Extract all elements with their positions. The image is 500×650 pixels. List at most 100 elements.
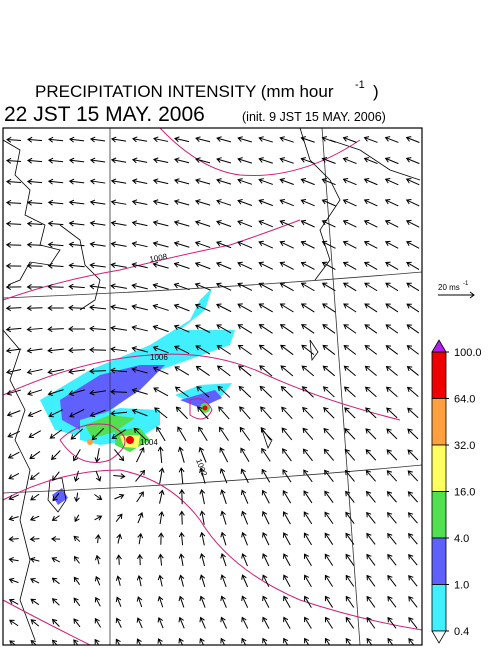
wind-vector: [52, 493, 60, 502]
wind-vector: [68, 241, 85, 248]
wind-vector: [217, 385, 231, 398]
wind-vector: [237, 282, 253, 291]
wind-vector: [178, 574, 185, 587]
wind-vector: [110, 388, 128, 395]
wind-vector: [95, 554, 101, 565]
wind-vector: [321, 157, 336, 164]
precipitation: [40, 288, 235, 505]
wind-vector: [220, 489, 227, 505]
wind-vector: [48, 409, 64, 418]
wind-vector: [387, 637, 394, 645]
wind-vector: [216, 136, 232, 143]
wind-vector: [262, 532, 270, 546]
wind-vector: [26, 284, 43, 290]
wind-vector: [47, 157, 64, 164]
wind-vector: [258, 324, 273, 334]
wind-vector: [344, 407, 356, 419]
wind-vector: [259, 365, 273, 377]
wind-vector: [258, 157, 273, 164]
wind-vector: [240, 447, 250, 462]
wind-vector: [110, 410, 128, 417]
wind-vector: [30, 578, 40, 584]
wind-vector: [131, 178, 148, 185]
coastlines: [3, 128, 421, 641]
wind-vector: [28, 430, 42, 438]
wind-vector: [198, 446, 207, 463]
wind-vector: [131, 241, 148, 248]
wind-vector: [89, 368, 107, 375]
wind-vector: [114, 449, 125, 462]
wind-vector: [300, 303, 315, 313]
wind-vector: [173, 178, 190, 185]
wind-vector: [5, 347, 22, 354]
wind-vector: [407, 407, 419, 419]
wind-vector: [136, 574, 143, 587]
wind-vector: [178, 637, 184, 645]
wind-vector: [281, 427, 293, 441]
wind-vector: [91, 427, 105, 441]
precip-blue: [60, 365, 165, 430]
wind-vector: [131, 346, 148, 353]
wind-vector: [344, 448, 356, 461]
wind-vector: [156, 426, 166, 442]
colorbar-label: 1.0: [454, 580, 469, 592]
wind-vector: [283, 595, 291, 608]
wind-vector: [406, 365, 419, 376]
wind-vector: [89, 389, 106, 396]
wind-vector: [241, 595, 249, 608]
wind-vector: [324, 595, 333, 608]
wind-vector: [405, 198, 420, 207]
wind-vector: [158, 489, 165, 504]
wind-vector: [408, 533, 418, 545]
wind-vector: [47, 347, 64, 354]
wind-vector: [241, 637, 247, 645]
wind-vector: [321, 240, 336, 249]
wind-vector: [194, 261, 211, 270]
wind-vector: [173, 282, 190, 291]
wind-vector: [131, 262, 148, 269]
wind-vector: [300, 219, 315, 228]
wind-vector: [342, 282, 357, 292]
wind-vector: [345, 574, 355, 587]
wind-vector: [68, 157, 85, 164]
wind-vector: [157, 446, 164, 464]
wind-vector: [136, 596, 143, 608]
wind-vector: [89, 304, 107, 311]
wind-vector: [237, 240, 253, 249]
wind-vector: [157, 638, 163, 645]
wind-vector: [321, 261, 336, 270]
wind-vector: [110, 178, 127, 185]
wind-vector: [110, 304, 127, 311]
wind-vector: [385, 303, 399, 313]
wind-vector: [110, 325, 127, 332]
wind-vector: [133, 427, 147, 440]
wind-vector: [258, 240, 274, 249]
wind-vector: [137, 553, 143, 566]
colorbar-label: 100.0: [454, 347, 482, 359]
wind-vector: [89, 262, 106, 269]
wind-vector: [26, 326, 43, 333]
wind-vector: [408, 637, 415, 645]
wind-vector: [89, 409, 106, 418]
wind-vector: [279, 198, 294, 207]
isobar: [59, 423, 126, 463]
wind-vector: [68, 347, 86, 354]
wind-vector: [302, 427, 314, 440]
wind-vector: [324, 532, 334, 545]
wind-vector: [94, 638, 100, 645]
wind-vector: [111, 429, 126, 439]
wind-vector: [364, 365, 377, 376]
wind-vector: [304, 616, 312, 629]
wind-vector: [52, 471, 60, 482]
wind-vector: [27, 136, 43, 143]
wind-vector: [68, 136, 85, 143]
wind-vector: [363, 136, 378, 143]
wind-vector: [261, 489, 270, 504]
wind-vector: [110, 157, 127, 164]
wind-vector: [321, 303, 336, 313]
wind-vector: [324, 574, 334, 587]
wind-vector: [384, 219, 399, 228]
wind-vector: [386, 449, 398, 461]
wind-vector: [258, 344, 273, 356]
wind-vector: [94, 448, 101, 463]
